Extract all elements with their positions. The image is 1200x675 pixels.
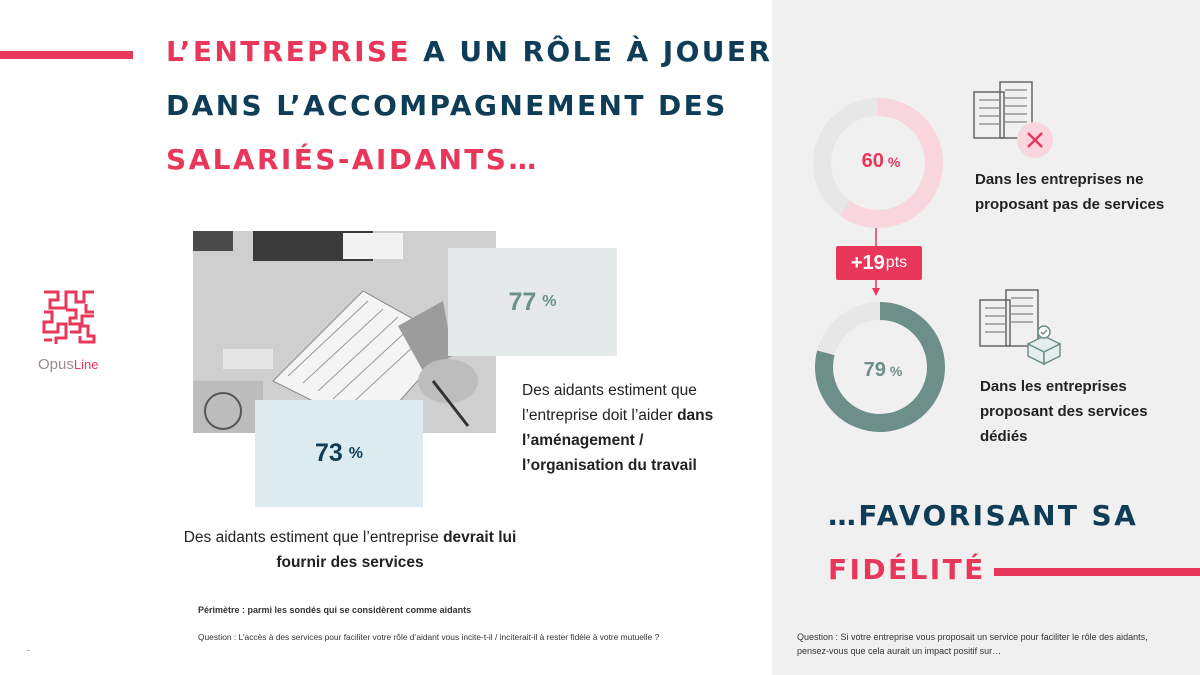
desc-workplace-text: Des aidants estiment que l’entreprise do… <box>522 382 697 424</box>
difference-value: +19 <box>850 251 885 274</box>
title-line-2: DANS L’ACCOMPAGNEMENT DES <box>166 89 728 122</box>
desc-workplace-bold: dans l’aménagement / l’organisation du t… <box>522 407 714 474</box>
stat-services-value: 73 <box>314 439 343 467</box>
logo-wordmark: OpusLine <box>38 356 98 373</box>
donut-with-services-arc <box>815 302 945 432</box>
desc-workplace: Des aidants estiment que l’entreprise do… <box>522 378 732 478</box>
question-right-note: Question : Si votre entreprise vous prop… <box>797 632 1148 656</box>
logo-name-part1: Opus <box>38 356 74 373</box>
difference-badge: +19 pts <box>836 246 922 280</box>
donut-without-services-arc <box>813 98 943 228</box>
desc-services-text: Des aidants estiment que l’entreprise <box>183 529 444 546</box>
closing-line-1: …FAVORISANT SA <box>828 499 1139 532</box>
closing-line-2: FIDÉLITÉ <box>828 553 986 586</box>
logo-name-part2: Line <box>73 357 99 372</box>
stat-box-workplace: 77 % <box>448 248 617 356</box>
stat-services-unit: % <box>348 444 364 462</box>
donut-with-value: 79 <box>863 359 886 381</box>
building-with-services-icon <box>979 289 1062 366</box>
stat-workplace-value: 77 <box>508 287 537 316</box>
building-no-services-icon <box>973 81 1053 158</box>
top-left-accent-bar <box>0 51 133 59</box>
question-left-note: Question : L’accès à des services pour f… <box>198 632 660 642</box>
label-without-services: Dans les entreprises ne proposant pas de… <box>975 171 1165 213</box>
workspace-photo <box>193 231 496 433</box>
label-with-services: Dans les entreprises proposant des servi… <box>980 378 1148 445</box>
desc-services-bold: devrait lui fournir des services <box>276 529 517 571</box>
stat-box-services: 73 % <box>255 400 423 507</box>
donut-without-value: 60 <box>861 150 884 172</box>
title-line-3: SALARIÉS-AIDANTS… <box>166 143 539 176</box>
donut-without-unit: % <box>887 154 901 170</box>
title-line-1-rest: A UN RÔLE À JOUER <box>423 35 773 68</box>
desc-services: Des aidants estiment que l’entreprise de… <box>180 525 520 575</box>
donut-without-label: 60 % <box>831 150 931 173</box>
donut-with-unit: % <box>889 363 903 379</box>
opusline-logo-icon <box>40 288 100 351</box>
closing-accent-bar <box>994 568 1200 576</box>
stat-workplace-unit: % <box>542 293 557 310</box>
page-dot <box>27 650 30 651</box>
title-line-1: L’ENTREPRISE A UN RÔLE À JOUER <box>166 38 772 66</box>
difference-unit: pts <box>885 254 908 271</box>
title-accent-word: L’ENTREPRISE <box>166 35 411 68</box>
perimetre-note: Périmètre : parmi les sondés qui se cons… <box>198 605 472 615</box>
donut-charts <box>813 98 945 432</box>
donut-with-label: 79 % <box>833 359 933 382</box>
